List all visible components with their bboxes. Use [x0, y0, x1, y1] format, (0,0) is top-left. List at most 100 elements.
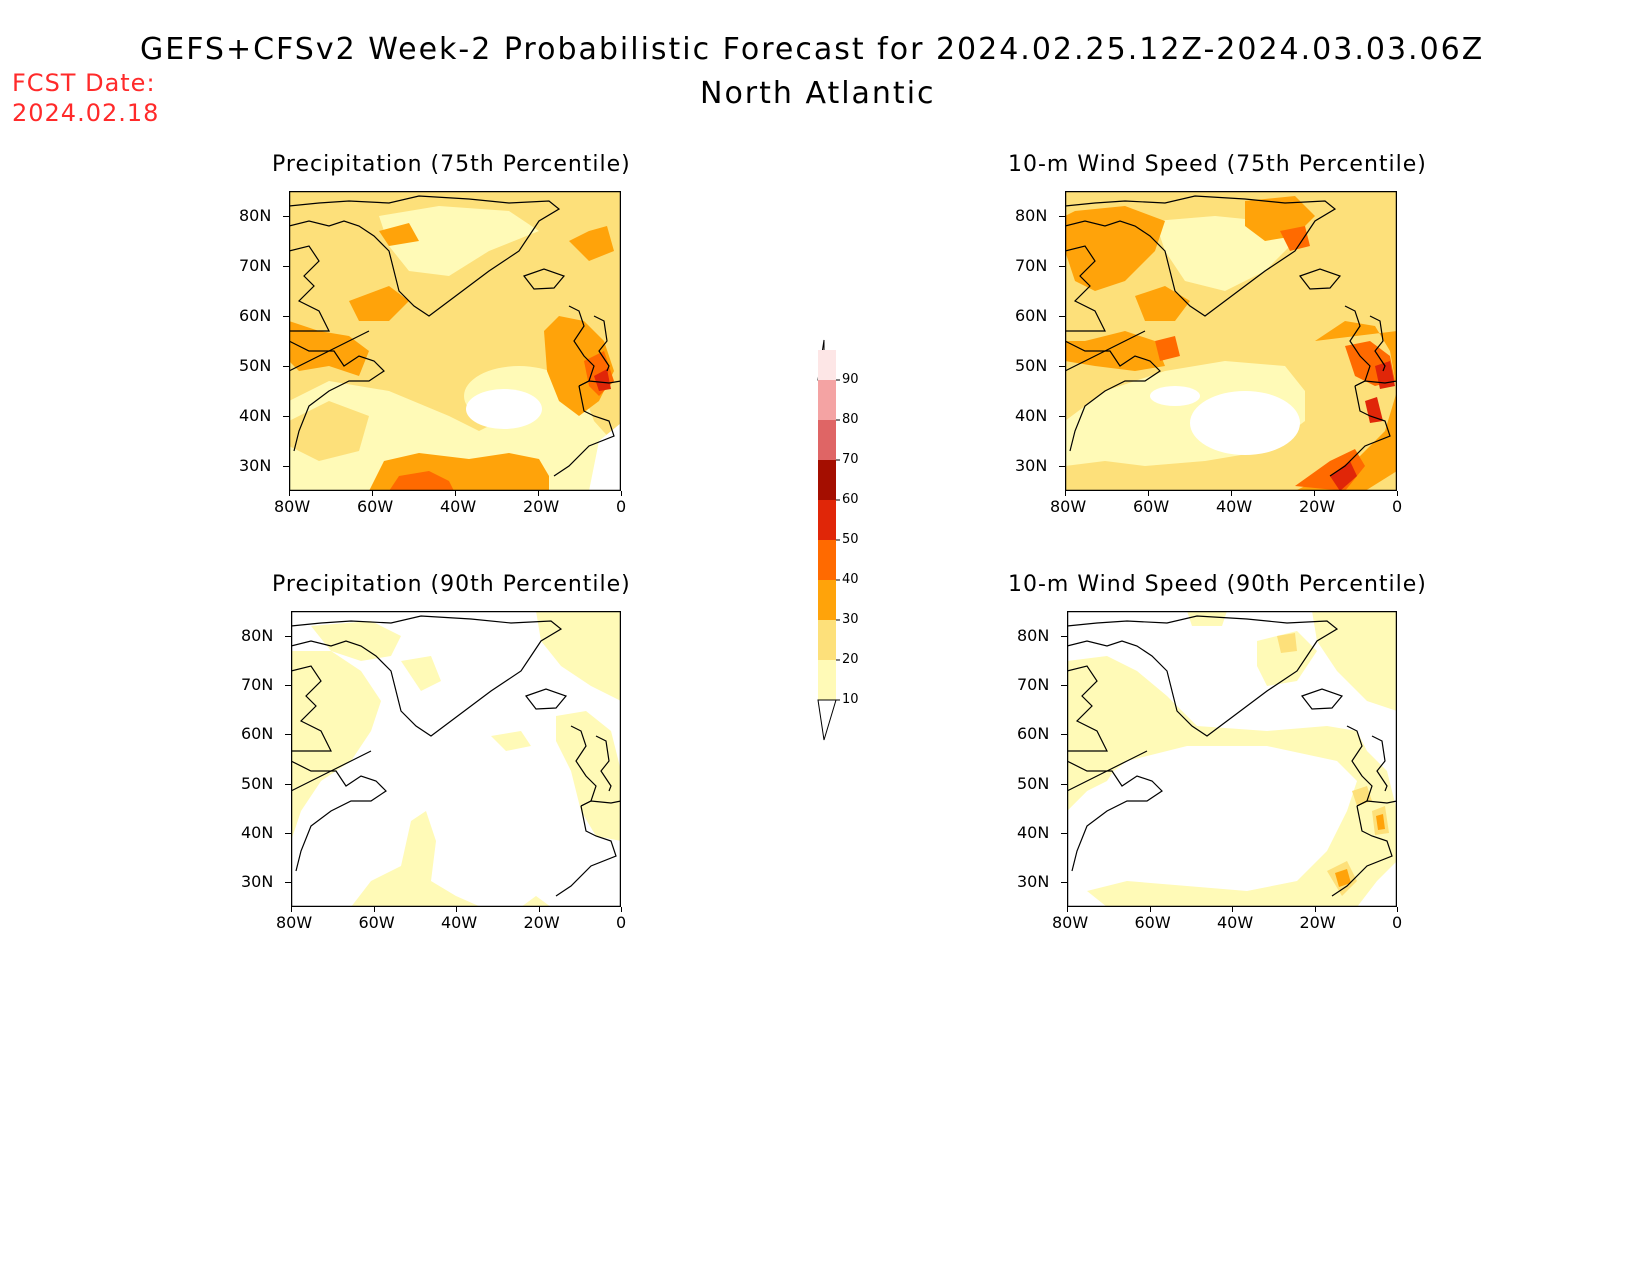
lon-tick-wind-75: 60W	[1133, 497, 1170, 516]
colorbar-segment	[818, 660, 836, 700]
lat-tick-mark	[1059, 416, 1065, 417]
fcst-date-value: 2024.02.18	[12, 99, 160, 127]
lon-tick-precip-90: 20W	[523, 913, 560, 932]
colorbar-label: 70	[842, 452, 859, 467]
colorbar-label: 80	[842, 412, 859, 427]
lat-tick-mark	[285, 734, 291, 736]
lon-tick-wind-90: 0	[1392, 913, 1403, 932]
lat-tick-mark	[283, 416, 289, 417]
lon-tick-mark	[538, 491, 539, 496]
lon-tick-precip-90: 80W	[276, 913, 313, 932]
colorbar	[817, 339, 840, 741]
lat-tick-wind-90: 40N	[1017, 823, 1050, 842]
lat-tick-wind-90: 70N	[1017, 675, 1050, 694]
colorbar-label: 30	[842, 612, 859, 627]
map-precip-90	[291, 611, 621, 907]
lon-tick-wind-75: 0	[1392, 497, 1403, 516]
lon-tick-mark	[621, 491, 622, 496]
map-wind-90	[1067, 611, 1397, 907]
lon-tick-mark	[1148, 491, 1149, 496]
lat-tick-precip-90: 70N	[241, 675, 274, 694]
lon-tick-precip-75: 40W	[440, 497, 477, 516]
lat-tick-wind-90: 60N	[1017, 724, 1050, 744]
fcst-date-label: FCST Date:	[12, 69, 156, 97]
colorbar-segment	[818, 460, 836, 500]
lon-tick-wind-90: 80W	[1052, 913, 1089, 932]
lon-tick-mark	[1232, 907, 1233, 912]
lon-tick-precip-75: 20W	[523, 497, 560, 516]
lat-tick-mark	[283, 316, 289, 317]
panel-title-wind-90: 10-m Wind Speed (90th Percentile)	[1008, 572, 1427, 597]
lat-tick-mark	[1061, 635, 1067, 637]
lon-tick-mark	[291, 907, 292, 912]
lon-tick-wind-75: 80W	[1050, 497, 1087, 516]
colorbar-label: 10	[842, 692, 859, 707]
colorbar-bottom-cap	[817, 699, 837, 741]
lon-tick-mark	[455, 491, 456, 496]
lon-tick-mark	[1397, 491, 1398, 496]
lat-tick-wind-75: 40N	[1015, 406, 1048, 425]
lon-tick-wind-90: 40W	[1217, 913, 1254, 932]
lon-tick-precip-75: 0	[616, 497, 627, 516]
colorbar-label: 60	[842, 492, 859, 507]
main-title: GEFS+CFSv2 Week-2 Probabilistic Forecast…	[140, 32, 1485, 67]
lat-tick-precip-75: 70N	[239, 256, 272, 275]
lon-tick-mark	[538, 907, 540, 912]
lat-tick-wind-90: 50N	[1017, 773, 1050, 793]
lat-tick-precip-75: 30N	[239, 456, 272, 475]
lon-tick-mark	[621, 907, 622, 912]
panel-title-precip-75: Precipitation (75th Percentile)	[272, 152, 631, 177]
lat-tick-wind-75: 80N	[1015, 206, 1048, 225]
lon-tick-wind-90: 20W	[1299, 913, 1336, 932]
region-subtitle: North Atlantic	[700, 76, 936, 111]
lon-tick-mark	[289, 491, 290, 496]
lat-tick-wind-75: 70N	[1015, 256, 1048, 275]
lon-tick-mark	[1397, 907, 1398, 912]
lat-tick-mark	[285, 882, 291, 884]
lon-tick-mark	[372, 491, 373, 496]
lat-tick-precip-75: 40N	[239, 406, 272, 425]
lat-tick-mark	[1061, 685, 1067, 686]
lat-tick-mark	[285, 635, 291, 637]
lat-tick-mark	[1061, 833, 1067, 834]
lat-tick-mark	[1059, 316, 1065, 317]
lat-tick-precip-90: 40N	[241, 823, 274, 842]
colorbar-segment-top	[818, 350, 836, 380]
lat-tick-mark	[1061, 734, 1067, 736]
lon-tick-mark	[1231, 491, 1232, 496]
lon-tick-precip-75: 80W	[274, 497, 311, 516]
lon-tick-mark	[1314, 907, 1316, 912]
lat-tick-mark	[1059, 266, 1065, 267]
lat-tick-precip-75: 50N	[239, 356, 272, 375]
lat-tick-mark	[1061, 783, 1067, 785]
lon-tick-wind-75: 40W	[1216, 497, 1253, 516]
lat-tick-precip-75: 80N	[239, 206, 272, 225]
lat-tick-mark	[285, 833, 291, 834]
lat-tick-wind-75: 60N	[1015, 306, 1048, 325]
lat-tick-precip-90: 50N	[241, 773, 274, 793]
colorbar-label: 50	[842, 532, 859, 547]
map-precip-75	[289, 191, 621, 491]
map-wind-75	[1065, 191, 1397, 491]
colorbar-label: 90	[842, 372, 859, 387]
colorbar-segment	[818, 540, 836, 580]
lon-tick-wind-90: 60W	[1134, 913, 1171, 932]
lon-tick-mark	[456, 907, 457, 912]
lon-tick-wind-75: 20W	[1299, 497, 1336, 516]
panel-title-wind-75: 10-m Wind Speed (75th Percentile)	[1008, 152, 1427, 177]
lon-tick-mark	[1314, 491, 1315, 496]
lat-tick-mark	[283, 266, 289, 267]
lat-tick-wind-90: 30N	[1017, 872, 1050, 892]
lon-tick-precip-90: 60W	[358, 913, 395, 932]
lat-tick-precip-90: 60N	[241, 724, 274, 744]
lat-tick-wind-90: 80N	[1017, 625, 1050, 645]
colorbar-segment	[818, 580, 836, 620]
lon-tick-precip-90: 0	[616, 913, 627, 932]
lat-tick-mark	[1059, 216, 1065, 217]
panel-title-precip-90: Precipitation (90th Percentile)	[272, 572, 631, 597]
lat-tick-mark	[283, 216, 289, 217]
lat-tick-mark	[1059, 366, 1065, 367]
lat-tick-mark	[285, 783, 291, 785]
lon-tick-precip-90: 40W	[441, 913, 478, 932]
lat-tick-mark	[285, 685, 291, 686]
